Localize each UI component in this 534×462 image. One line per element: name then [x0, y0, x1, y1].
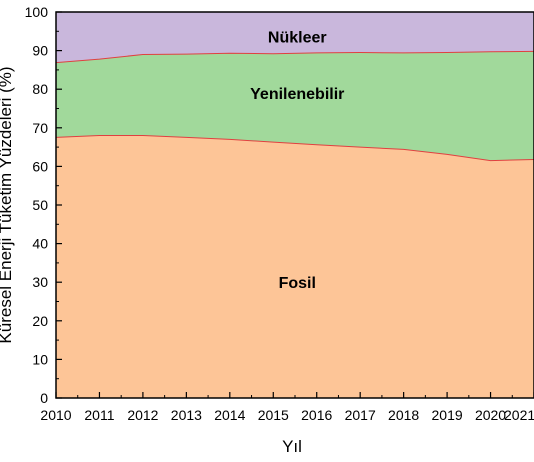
region-labels: Fosil Yenilenebilir Nükleer [250, 29, 344, 292]
x-tick-label: 2015 [258, 407, 289, 423]
y-axis-title: Küresel Enerji Tüketim Yüzdeleri (%) [0, 66, 15, 343]
x-tick-label: 2013 [171, 407, 202, 423]
x-tick-label: 2016 [301, 407, 332, 423]
series-boundaries [55, 50, 534, 162]
y-tick-label: 50 [32, 197, 48, 213]
y-axis: 0 10 20 30 40 50 60 70 80 90 100 [25, 4, 62, 406]
x-tick-label: 2019 [432, 407, 463, 423]
region-label-fosil: Fosil [279, 275, 316, 292]
x-tick-label: 2011 [84, 407, 114, 423]
x-axis-title: Yıl [282, 437, 302, 456]
x-axis: 2010 2011 2012 2013 2014 2015 2016 2017 2018 2019… [40, 392, 534, 423]
x-tick-label: 2021 [504, 407, 534, 423]
y-tick-label: 40 [32, 236, 48, 252]
y-tick-label: 60 [32, 158, 48, 174]
area-fosil [56, 135, 534, 398]
y-tick-label: 0 [40, 390, 48, 406]
x-tick-label: 2017 [345, 407, 376, 423]
area-nükleer [56, 12, 534, 63]
y-tick-label: 70 [32, 120, 48, 136]
boundary-line-yenilenebilir [55, 50, 534, 64]
area-yenilenebilir [56, 51, 534, 161]
y-tick-label: 20 [32, 313, 48, 329]
x-tick-label: 2014 [214, 407, 245, 423]
area-layers [56, 12, 534, 398]
y-tick-label: 10 [32, 351, 48, 367]
region-label-yenilenebilir: Yenilenebilir [250, 86, 344, 103]
boundary-line-fosil [55, 135, 534, 162]
region-label-nükleer: Nükleer [268, 29, 327, 46]
y-tick-label: 90 [32, 43, 48, 59]
x-tick-label: 2012 [127, 407, 158, 423]
y-tick-label: 100 [25, 4, 49, 20]
x-tick-label: 2018 [388, 407, 419, 423]
x-tick-label: 2010 [40, 407, 71, 423]
x-tick-label: 2020 [475, 407, 506, 423]
y-tick-label: 30 [32, 274, 48, 290]
y-tick-label: 80 [32, 81, 48, 97]
